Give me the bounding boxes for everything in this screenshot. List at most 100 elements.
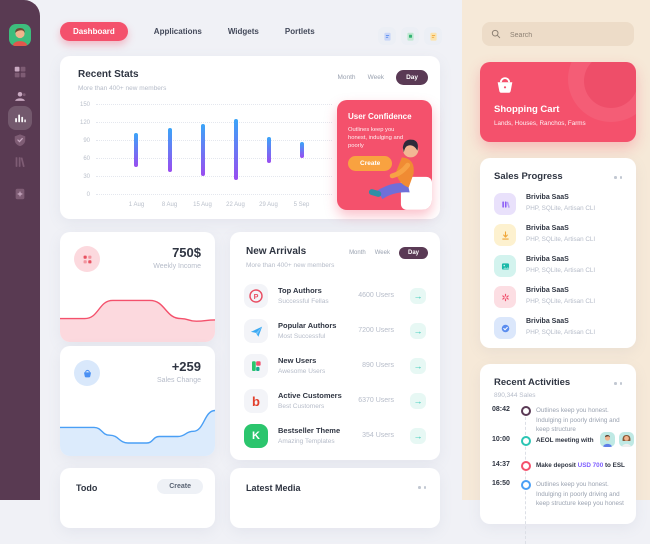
search-input[interactable] <box>508 22 630 48</box>
arrow-button[interactable]: → <box>410 358 426 374</box>
arrow-button[interactable]: → <box>410 323 426 339</box>
item-name: Briviba SaaS <box>526 256 569 263</box>
menu-dots-icon[interactable] <box>418 486 426 489</box>
bars-purple-icon <box>494 193 516 215</box>
arrow-button[interactable]: → <box>410 428 426 444</box>
item-name: Briviba SaaS <box>526 225 569 232</box>
item-desc: Amazing Templates <box>278 438 335 445</box>
list-item-active-customers[interactable]: b Active Customers Best Customers 6370 U… <box>244 389 426 419</box>
list-item-new-users[interactable]: New Users Awesome Users 890 Users → <box>244 354 426 384</box>
arrow-button[interactable]: → <box>410 288 426 304</box>
activity-text: Outlines keep you honest. Indulging in p… <box>536 481 624 507</box>
sidebar-item-dashboard[interactable] <box>8 60 32 84</box>
period-month[interactable]: Month <box>349 250 366 256</box>
new-arrivals-title: New Arrivals <box>246 246 307 257</box>
activity-time: 10:00 <box>492 436 510 443</box>
burst-pink-icon <box>494 286 516 308</box>
sidebar-item-security[interactable] <box>8 128 32 152</box>
sales-change-value: +259 <box>171 359 201 374</box>
svg-text:P: P <box>254 292 259 301</box>
activity-text: Outlines keep you honest. Indulging in p… <box>536 407 620 433</box>
item-users-count: 6370 Users <box>358 397 394 404</box>
list-item-top-authors[interactable]: P Top Authors Successful Fellas 4600 Use… <box>244 284 426 314</box>
letter-k-icon: K <box>244 424 268 448</box>
letter-b-icon: b <box>244 389 268 413</box>
latest-media-title: Latest Media <box>246 483 301 493</box>
bar-chart-icon <box>15 114 26 123</box>
item-users-count: 890 Users <box>362 362 394 369</box>
item-name: Popular Authors <box>278 321 337 330</box>
dashboard-grid-icon <box>14 66 26 78</box>
latest-media-card: Latest Media <box>230 468 440 528</box>
period-day[interactable]: Day <box>398 247 428 259</box>
period-day[interactable]: Day <box>396 70 428 85</box>
tab-dashboard[interactable]: Dashboard <box>60 21 128 41</box>
sticky-yellow-icon[interactable] <box>424 27 442 45</box>
new-arrivals-period-switch: Month Week Day <box>349 247 428 259</box>
todo-card: Todo Create <box>60 468 215 528</box>
period-month[interactable]: Month <box>337 74 356 81</box>
item-name: Briviba SaaS <box>526 318 569 325</box>
item-desc: Best Customers <box>278 403 325 410</box>
tab-applications[interactable]: Applications <box>153 26 202 36</box>
activity-time: 14:37 <box>492 461 510 468</box>
item-desc: PHP, SQLite, Artisan CLI <box>526 267 596 274</box>
icon-letter: K <box>252 430 260 442</box>
new-arrivals-subtitle: More than 400+ new members <box>246 262 335 269</box>
menu-dots-icon[interactable] <box>614 382 622 385</box>
users-icon <box>15 91 26 101</box>
activity-text: AEOL meeting with <box>536 437 594 444</box>
item-name: New Users <box>278 356 317 365</box>
menu-dots-icon[interactable] <box>614 176 622 179</box>
period-week[interactable]: Week <box>367 74 385 81</box>
sales-progress-item[interactable]: Briviba SaaS PHP, SQLite, Artisan CLI <box>494 224 624 250</box>
chart-gridlines: 0 30 60 90 120 150 <box>76 102 332 198</box>
journal-green-icon[interactable] <box>401 27 419 45</box>
shield-check-icon <box>14 134 26 147</box>
item-desc: PHP, SQLite, Artisan CLI <box>526 205 596 212</box>
notes-blue-icon[interactable] <box>378 27 396 45</box>
shopping-cart-card[interactable]: Shopping Cart Lands, Houses, Ranchos, Fa… <box>480 62 636 142</box>
sales-progress-item[interactable]: Briviba SaaS PHP, SQLite, Artisan CLI <box>494 317 624 343</box>
search-icon <box>491 29 501 39</box>
tab-widgets[interactable]: Widgets <box>227 26 259 36</box>
income-icon-badge <box>74 246 100 272</box>
circle-decoration <box>584 62 636 108</box>
shopping-basket-icon <box>497 77 513 93</box>
sidebar-item-new-file[interactable] <box>8 182 32 206</box>
sidebar-item-library[interactable] <box>8 150 32 174</box>
item-desc: PHP, SQLite, Artisan CLI <box>526 298 596 305</box>
todo-title: Todo <box>76 483 98 493</box>
arrow-button[interactable]: → <box>410 393 426 409</box>
user-confidence-title: User Confidence <box>348 112 412 121</box>
timeline-dot <box>521 480 531 490</box>
item-desc: Awesome Users <box>278 368 326 375</box>
sidebar-item-analytics[interactable] <box>8 106 32 130</box>
sales-progress-item[interactable]: Briviba SaaS PHP, SQLite, Artisan CLI <box>494 255 624 281</box>
blocks-icon <box>244 354 268 378</box>
list-item-bestseller-theme[interactable]: K Bestseller Theme Amazing Templates 354… <box>244 424 426 454</box>
recent-stats-subtitle: More than 400+ new members <box>78 85 167 92</box>
tab-portlets[interactable]: Portlets <box>284 26 315 36</box>
item-desc: Most Successful <box>278 333 326 340</box>
activity-text: Make deposit USD 700 to ESL <box>536 461 628 471</box>
item-users-count: 4600 Users <box>358 292 394 299</box>
deposit-target: to ESL <box>603 462 625 469</box>
item-users-count: 7200 Users <box>358 327 394 334</box>
list-item-popular-authors[interactable]: Popular Authors Most Successful 7200 Use… <box>244 319 426 349</box>
paper-plane-icon <box>244 319 268 343</box>
todo-create-button[interactable]: Create <box>157 479 203 494</box>
timeline-dot <box>521 406 531 416</box>
nav-action-buttons <box>378 27 442 45</box>
period-week[interactable]: Week <box>374 250 390 256</box>
sidebar-item-users[interactable] <box>8 84 32 108</box>
item-name: Briviba SaaS <box>526 287 569 294</box>
sales-progress-item[interactable]: Briviba SaaS PHP, SQLite, Artisan CLI <box>494 286 624 312</box>
avatar-face-icon <box>12 27 28 46</box>
check-blue-icon <box>494 317 516 339</box>
recent-stats-chart: 0 30 60 90 120 150 <box>76 102 332 198</box>
create-button[interactable]: Create <box>348 156 393 171</box>
sales-progress-item[interactable]: Briviba SaaS PHP, SQLite, Artisan CLI <box>494 193 624 219</box>
user-avatar[interactable] <box>9 24 31 46</box>
top-navigation: Dashboard Applications Widgets Portlets <box>60 21 315 41</box>
